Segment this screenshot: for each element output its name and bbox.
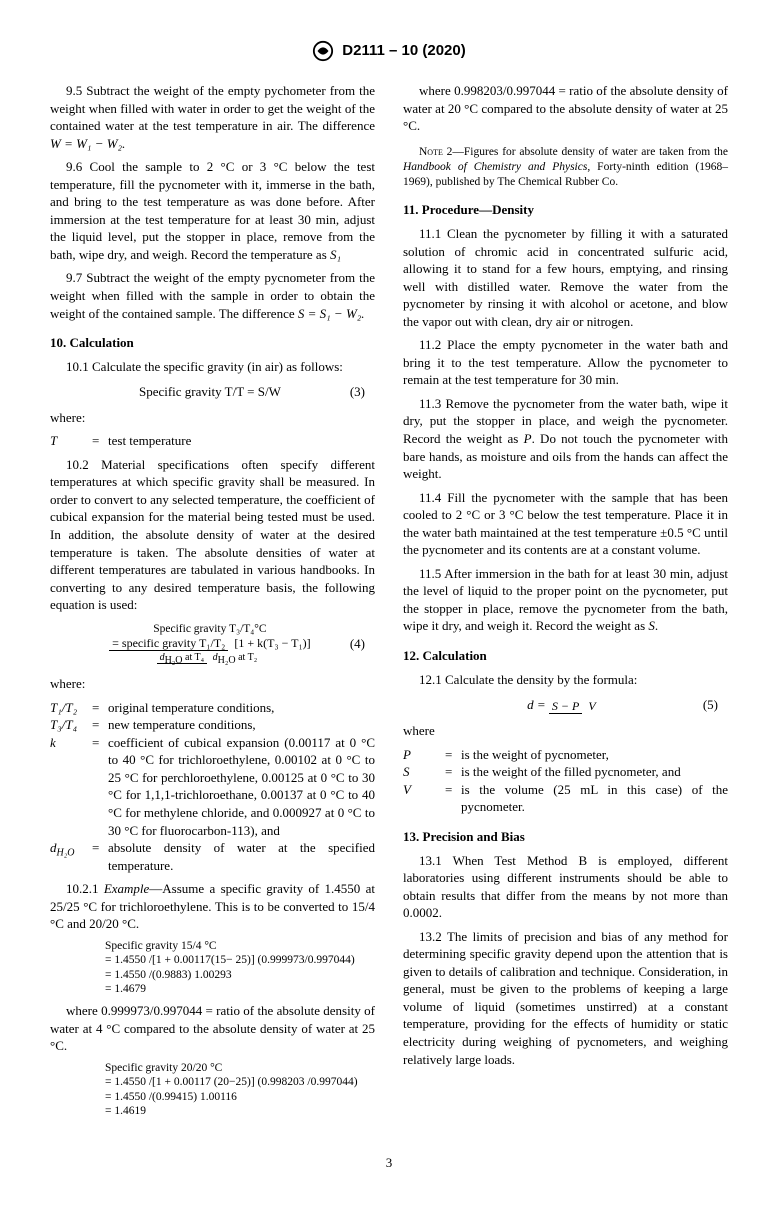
paragraph-12-1: 12.1 Calculate the density by the formul…	[403, 671, 728, 689]
section-13-heading: 13. Precision and Bias	[403, 828, 728, 846]
paragraph-9-5: 9.5 Subtract the weight of the empty pyc…	[50, 82, 375, 152]
paragraph-11-4: 11.4 Fill the pycnometer with the sample…	[403, 489, 728, 559]
calc-15-4: Specific gravity 15/4 °C = 1.4550 /[1 + …	[105, 939, 375, 997]
equation-5: d = S − P V (5)	[403, 696, 728, 714]
where-label: where:	[50, 409, 375, 427]
astm-logo-icon	[312, 40, 334, 62]
explain-ratio-1: where 0.999973/0.997044 = ratio of the a…	[50, 1002, 375, 1055]
explain-ratio-2: where 0.998203/0.997044 = ratio of the a…	[403, 82, 728, 135]
calc-20-20: Specific gravity 20/20 °C = 1.4550 /[1 +…	[105, 1061, 375, 1119]
where-label-4: where:	[50, 675, 375, 693]
equation-3: Specific gravity T/T = S/W (3)	[50, 383, 375, 401]
paragraph-13-2: 13.2 The limits of precision and bias of…	[403, 928, 728, 1068]
section-10-heading: 10. Calculation	[50, 334, 375, 352]
paragraph-13-1: 13.1 When Test Method B is employed, dif…	[403, 852, 728, 922]
paragraph-11-5: 11.5 After immersion in the bath for at …	[403, 565, 728, 635]
paragraph-11-2: 11.2 Place the empty pycnometer in the w…	[403, 336, 728, 389]
where-label-12: where	[403, 722, 728, 740]
defs-eq4: T₁/T₂=original temperature conditions, T…	[50, 699, 375, 874]
defs-eq5: P=is the weight of pycnometer, S=is the …	[403, 746, 728, 816]
section-11-heading: 11. Procedure—Density	[403, 201, 728, 219]
section-12-heading: 12. Calculation	[403, 647, 728, 665]
paragraph-10-2-1: 10.2.1 Example—Assume a specific gravity…	[50, 880, 375, 933]
paragraph-9-6: 9.6 Cool the sample to 2 °C or 3 °C belo…	[50, 158, 375, 263]
right-column: where 0.998203/0.997044 = ratio of the a…	[403, 82, 728, 1124]
left-column: 9.5 Subtract the weight of the empty pyc…	[50, 82, 375, 1124]
document-header: D2111 – 10 (2020)	[50, 40, 728, 62]
def-T: T = test temperature	[50, 432, 375, 450]
content-columns: 9.5 Subtract the weight of the empty pyc…	[50, 82, 728, 1124]
paragraph-9-7: 9.7 Subtract the weight of the empty pyc…	[50, 269, 375, 322]
equation-4: Specific gravity T₃/T₄°C = specific grav…	[50, 622, 375, 667]
paragraph-10-2: 10.2 Material specifications often speci…	[50, 456, 375, 614]
paragraph-10-1: 10.1 Calculate the specific gravity (in …	[50, 358, 375, 376]
paragraph-11-3: 11.3 Remove the pycnometer from the wate…	[403, 395, 728, 483]
designation-text: D2111 – 10 (2020)	[342, 41, 465, 61]
note-2: Note 2—Figures for absolute density of w…	[403, 145, 728, 190]
paragraph-11-1: 11.1 Clean the pycnometer by filling it …	[403, 225, 728, 330]
page-number: 3	[50, 1154, 728, 1172]
